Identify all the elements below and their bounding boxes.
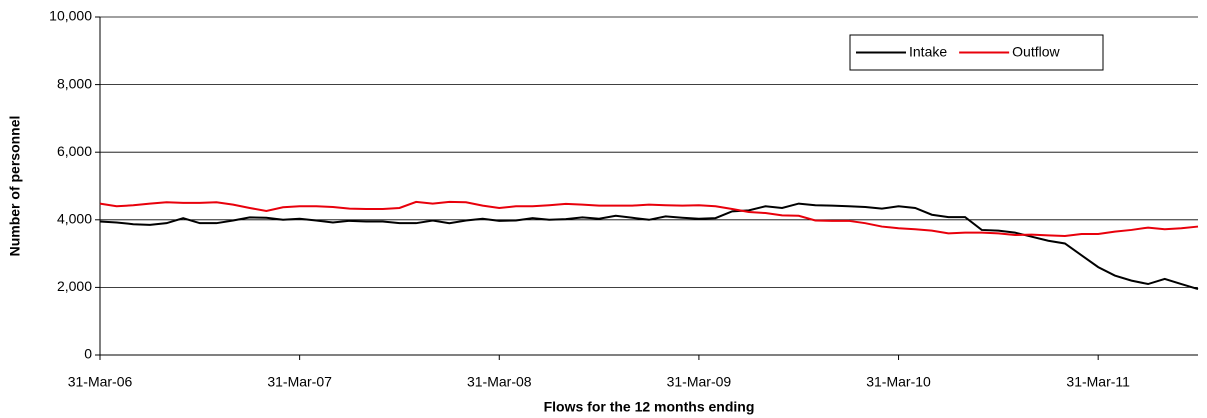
y-tick-label: 6,000 [57,143,92,159]
x-tick-label: 31-Mar-08 [467,374,532,390]
y-axis-label: Number of personnel [7,116,23,257]
line-series [99,202,1199,291]
x-tick-label: 31-Mar-09 [667,374,732,390]
x-tick-label: 31-Mar-06 [68,374,133,390]
y-tick-label: 2,000 [57,278,92,294]
x-tick-label: 31-Mar-11 [1066,374,1130,390]
y-tick-label: 10,000 [49,8,92,24]
x-tick-label: 31-Mar-07 [267,374,332,390]
line-series [99,200,1199,238]
legend-label: Outflow [1012,44,1060,60]
legend-label: Intake [909,44,947,60]
y-tick-label: 0 [84,346,92,362]
x-axis-label: Flows for the 12 months ending [544,399,755,415]
x-tick-label: 31-Mar-10 [866,374,931,390]
y-tick-label: 8,000 [57,75,92,91]
y-tick-label: 4,000 [57,211,92,227]
